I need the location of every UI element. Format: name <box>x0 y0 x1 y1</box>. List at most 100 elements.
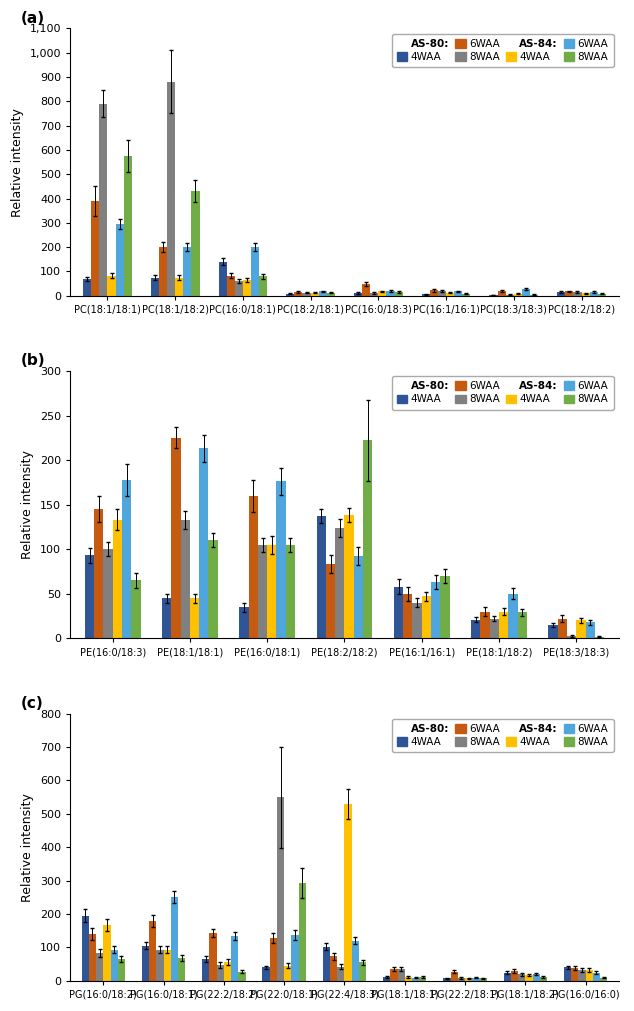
Bar <box>362 284 370 296</box>
Bar <box>454 291 462 296</box>
Bar <box>533 975 540 981</box>
Bar <box>103 925 110 981</box>
Bar <box>352 941 359 981</box>
Bar <box>238 972 245 981</box>
Y-axis label: Relative intensity: Relative intensity <box>11 107 24 216</box>
Bar <box>398 970 404 981</box>
Bar <box>530 294 538 296</box>
Bar <box>557 292 566 296</box>
Bar <box>258 545 267 638</box>
Bar <box>359 962 366 981</box>
Bar <box>446 293 454 296</box>
Bar <box>240 608 249 638</box>
Bar <box>499 612 508 638</box>
Bar <box>383 977 391 981</box>
Bar <box>404 977 412 981</box>
Bar <box>131 580 141 638</box>
Bar <box>118 959 125 981</box>
Bar <box>503 973 511 981</box>
Bar <box>522 289 530 296</box>
Bar <box>403 593 413 638</box>
Bar <box>363 441 372 638</box>
Bar <box>219 262 226 296</box>
Bar <box>100 104 107 296</box>
Bar <box>294 292 302 296</box>
Bar <box>540 977 547 981</box>
Text: (b): (b) <box>21 353 46 368</box>
Bar <box>430 290 438 296</box>
Bar <box>391 970 398 981</box>
Bar <box>115 224 124 296</box>
Bar <box>567 636 576 638</box>
Bar <box>267 545 276 638</box>
Bar <box>590 292 598 296</box>
Bar <box>190 599 199 638</box>
Bar <box>498 291 506 296</box>
Bar <box>209 933 217 981</box>
Bar <box>600 978 607 981</box>
Bar <box>506 294 514 296</box>
Bar <box>581 293 590 296</box>
Bar <box>514 294 522 296</box>
Bar <box>335 528 344 638</box>
Bar <box>276 481 286 638</box>
Text: (a): (a) <box>21 11 45 25</box>
Bar <box>96 953 103 981</box>
Bar <box>235 281 243 296</box>
Bar <box>183 247 191 296</box>
Bar <box>157 949 164 981</box>
Bar <box>178 958 185 981</box>
Bar <box>91 201 100 296</box>
Bar <box>465 979 472 981</box>
Bar <box>571 969 578 981</box>
Bar <box>151 278 159 296</box>
Bar <box>458 978 465 981</box>
Bar <box>107 276 115 296</box>
Bar <box>249 495 258 638</box>
Bar <box>226 276 235 296</box>
Bar <box>422 294 430 296</box>
Y-axis label: Relative intensity: Relative intensity <box>22 450 34 559</box>
Bar <box>558 619 567 638</box>
Bar <box>337 967 344 981</box>
Bar <box>518 975 526 981</box>
Bar <box>122 479 131 638</box>
Bar <box>259 276 268 296</box>
Bar <box>354 293 362 296</box>
Bar <box>419 977 427 981</box>
Bar <box>167 82 175 296</box>
Bar <box>149 921 157 981</box>
Bar <box>89 934 96 981</box>
Bar <box>548 625 558 638</box>
Bar <box>103 549 113 638</box>
Bar <box>94 510 103 638</box>
Bar <box>299 884 306 981</box>
Bar <box>159 247 167 296</box>
Bar <box>181 520 190 638</box>
Bar <box>564 968 571 981</box>
Bar <box>199 449 209 638</box>
Bar <box>479 979 487 981</box>
Bar <box>578 971 586 981</box>
Bar <box>462 294 470 296</box>
Bar <box>286 545 295 638</box>
Bar <box>573 292 581 296</box>
Bar <box>586 971 593 981</box>
Bar <box>142 945 149 981</box>
Bar <box>517 613 527 638</box>
Bar <box>171 438 181 638</box>
Bar <box>378 291 387 296</box>
Bar <box>202 959 209 981</box>
Y-axis label: Relative intensity: Relative intensity <box>22 793 34 902</box>
Bar <box>262 968 269 981</box>
Bar <box>209 540 217 638</box>
Bar <box>598 294 606 296</box>
Bar <box>316 517 326 638</box>
Bar <box>431 582 440 638</box>
Bar <box>451 972 458 981</box>
Legend: AS-80:, 4WAA, 6WAA, 8WAA, AS-84:, 4WAA, 6WAA, 8WAA: AS-80:, 4WAA, 6WAA, 8WAA, AS-84:, 4WAA, … <box>392 376 614 409</box>
Bar <box>224 962 231 981</box>
Bar <box>413 603 422 638</box>
Bar <box>124 156 132 296</box>
Bar <box>286 294 294 296</box>
